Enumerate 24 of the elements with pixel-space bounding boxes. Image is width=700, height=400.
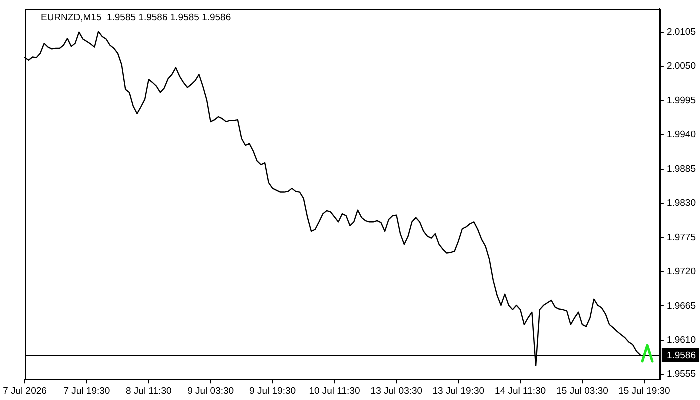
x-tick-label: 9 Jul 19:30 (250, 386, 296, 397)
x-tick-label: 8 Jul 11:30 (126, 386, 172, 397)
y-tick-label: 1.9940 (666, 130, 696, 141)
y-tick-label: 1.9555 (666, 369, 696, 380)
y-tick-label: 1.9665 (666, 300, 696, 312)
y-tick-label: 1.9610 (666, 335, 696, 346)
x-tick-label: 15 Jul 19:30 (618, 386, 670, 397)
x-tick-label: 10 Jul 11:30 (309, 386, 360, 397)
x-tick-label: 13 Jul 19:30 (432, 386, 485, 397)
y-tick-label: 1.9720 (666, 266, 696, 278)
y-tick-label: 1.9775 (666, 232, 696, 244)
x-tick-label: 7 Jul 19:30 (64, 386, 110, 397)
x-tick-label: 7 Jul 2026 (3, 386, 47, 397)
x-tick-label: 14 Jul 11:30 (495, 386, 546, 397)
ref-line-label: 1.9586 (666, 350, 696, 362)
y-tick-label: 2.0105 (666, 26, 696, 38)
x-tick-label: 15 Jul 03:30 (556, 386, 608, 397)
chart-title: EURNZD,M15 1.9585 1.9586 1.9585 1.9586 (41, 12, 232, 24)
x-tick-label: 13 Jul 03:30 (370, 386, 423, 397)
y-tick-label: 1.9885 (666, 164, 696, 175)
y-tick-label: 1.9995 (666, 95, 696, 106)
x-tick-label: 9 Jul 03:30 (188, 386, 234, 397)
y-tick-label: 1.9830 (666, 198, 696, 210)
y-tick-label: 2.0050 (666, 61, 696, 72)
